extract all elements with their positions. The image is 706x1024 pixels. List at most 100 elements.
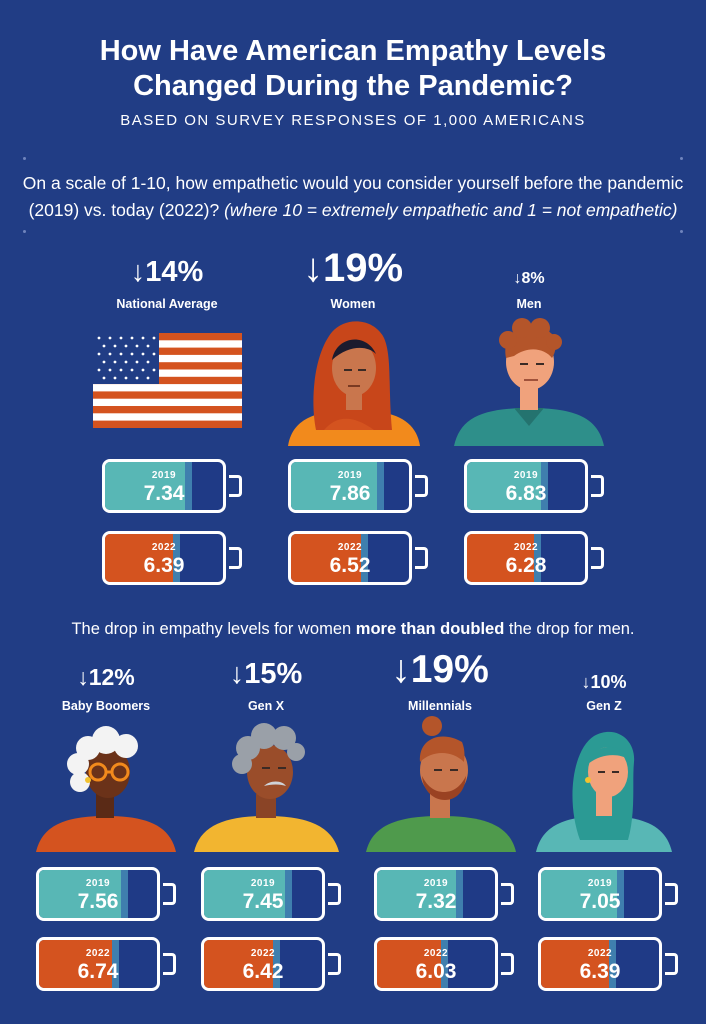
battery-indicator: 2022 6.74 [36,937,176,991]
note-text: the drop for men. [504,620,635,638]
battery-value: 6.52 [329,554,371,577]
battery-body: 2019 7.32 [374,867,498,921]
battery-year: 2019 [337,470,363,481]
battery-tip [501,953,514,975]
battery-value: 7.86 [329,482,371,505]
gen-x-avatar [194,723,339,852]
question-plain: (2019) vs. today (2022)? [28,200,225,220]
battery-tip [591,475,604,497]
battery-value: 7.45 [242,890,284,913]
battery-fill [467,462,548,510]
question-scale-note: (where 10 = extremely empathetic and 1 =… [224,200,678,220]
battery-tip [229,547,242,569]
battery-indicator: 2019 7.56 [36,867,176,921]
millennial-avatar [366,716,516,852]
battery-year: 2019 [85,878,111,889]
battery-fill [204,870,292,918]
battery-year: 2022 [337,542,363,553]
battery-value: 6.03 [415,960,457,983]
battery-value: 7.32 [415,890,457,913]
drop-percent: ↓14% [130,256,204,288]
question-line-1: On a scale of 1-10, how empathetic would… [22,173,684,193]
battery-indicator: 2022 6.52 [288,531,428,585]
battery-body: 2019 6.83 [464,459,588,513]
battery-body: 2019 7.86 [288,459,412,513]
man-avatar [454,318,604,446]
battery-body: 2019 7.56 [36,867,160,921]
battery-value: 6.83 [505,482,547,505]
battery-indicator: 2022 6.28 [464,531,604,585]
battery-year: 2022 [423,948,449,959]
battery-indicator: 2019 6.83 [464,459,604,513]
battery-tip [665,953,678,975]
battery-fill [39,870,129,918]
battery-tip [415,547,428,569]
group-label: Men [516,297,542,311]
note-text: The drop in empathy levels for women [71,620,356,638]
battery-value: 7.34 [143,482,185,505]
group-label: Gen X [247,699,285,713]
battery-fill [377,870,464,918]
battery-value: 6.74 [77,960,119,983]
battery-indicator: 2022 6.42 [201,937,341,991]
battery-indicator: 2022 6.39 [538,937,678,991]
battery-fill [204,940,280,988]
baby-boomer-avatar [36,726,176,852]
battery-indicator: 2019 7.34 [102,459,242,513]
battery-body: 2022 6.39 [102,531,226,585]
title-line-2: Changed During the Pandemic? [133,70,573,102]
battery-fill [39,940,119,988]
note-emphasis: more than doubled [355,620,505,638]
group-label: Millennials [408,699,472,713]
drop-percent: ↓15% [229,658,303,690]
battery-fill [467,534,542,582]
battery-fill [541,870,625,918]
group-label: Gen Z [586,699,622,713]
title-line-1: How Have American Empathy Levels [99,35,607,67]
divider-dot [23,157,26,160]
battery-body: 2019 7.05 [538,867,662,921]
battery-value: 7.56 [77,890,119,913]
battery-body: 2019 7.45 [201,867,325,921]
group-label: National Average [116,297,218,311]
group-label: Baby Boomers [61,699,151,713]
gen-z-avatar [536,731,672,852]
drop-percent: ↓19% [302,246,404,290]
battery-fill [291,534,368,582]
survey-question: On a scale of 1-10, how empathetic would… [0,170,706,224]
battery-indicator: 2019 7.45 [201,867,341,921]
battery-body: 2022 6.52 [288,531,412,585]
battery-tip [665,883,678,905]
battery-year: 2019 [587,878,613,889]
drop-percent: ↓8% [513,270,545,287]
battery-tip [229,475,242,497]
page-title: How Have American Empathy Levels Changed… [0,34,706,104]
battery-tip [591,547,604,569]
battery-year: 2019 [423,878,449,889]
battery-fill [377,940,449,988]
battery-body: 2022 6.39 [538,937,662,991]
question-line-2: (2019) vs. today (2022)? (where 10 = ext… [0,197,706,224]
battery-tip [328,953,341,975]
battery-year: 2019 [513,470,539,481]
battery-tip [415,475,428,497]
drop-percent: ↓19% [391,648,489,691]
battery-body: 2022 6.03 [374,937,498,991]
battery-value: 7.05 [579,890,621,913]
battery-value: 6.39 [579,960,621,983]
battery-year: 2022 [587,948,613,959]
battery-indicator: 2022 6.39 [102,531,242,585]
group-label: Women [330,297,376,311]
battery-value: 6.42 [242,960,284,983]
battery-indicator: 2019 7.86 [288,459,428,513]
battery-body: 2019 7.34 [102,459,226,513]
battery-body: 2022 6.74 [36,937,160,991]
battery-body: 2022 6.28 [464,531,588,585]
battery-fill [291,462,384,510]
divider-dot [23,230,26,233]
drop-percent: ↓12% [77,664,135,690]
drop-percent: ↓10% [581,672,627,692]
battery-year: 2022 [151,542,177,553]
battery-year: 2022 [513,542,539,553]
battery-year: 2022 [85,948,111,959]
